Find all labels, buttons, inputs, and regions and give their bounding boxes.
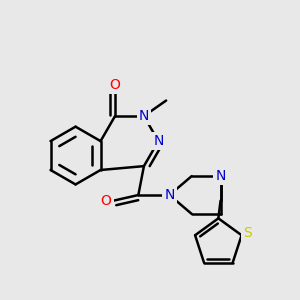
Text: S: S (243, 226, 251, 240)
Text: N: N (164, 188, 175, 202)
Text: N: N (139, 109, 149, 123)
Text: N: N (153, 134, 164, 148)
Text: N: N (215, 169, 226, 183)
Text: O: O (110, 78, 121, 92)
Text: O: O (101, 194, 112, 208)
